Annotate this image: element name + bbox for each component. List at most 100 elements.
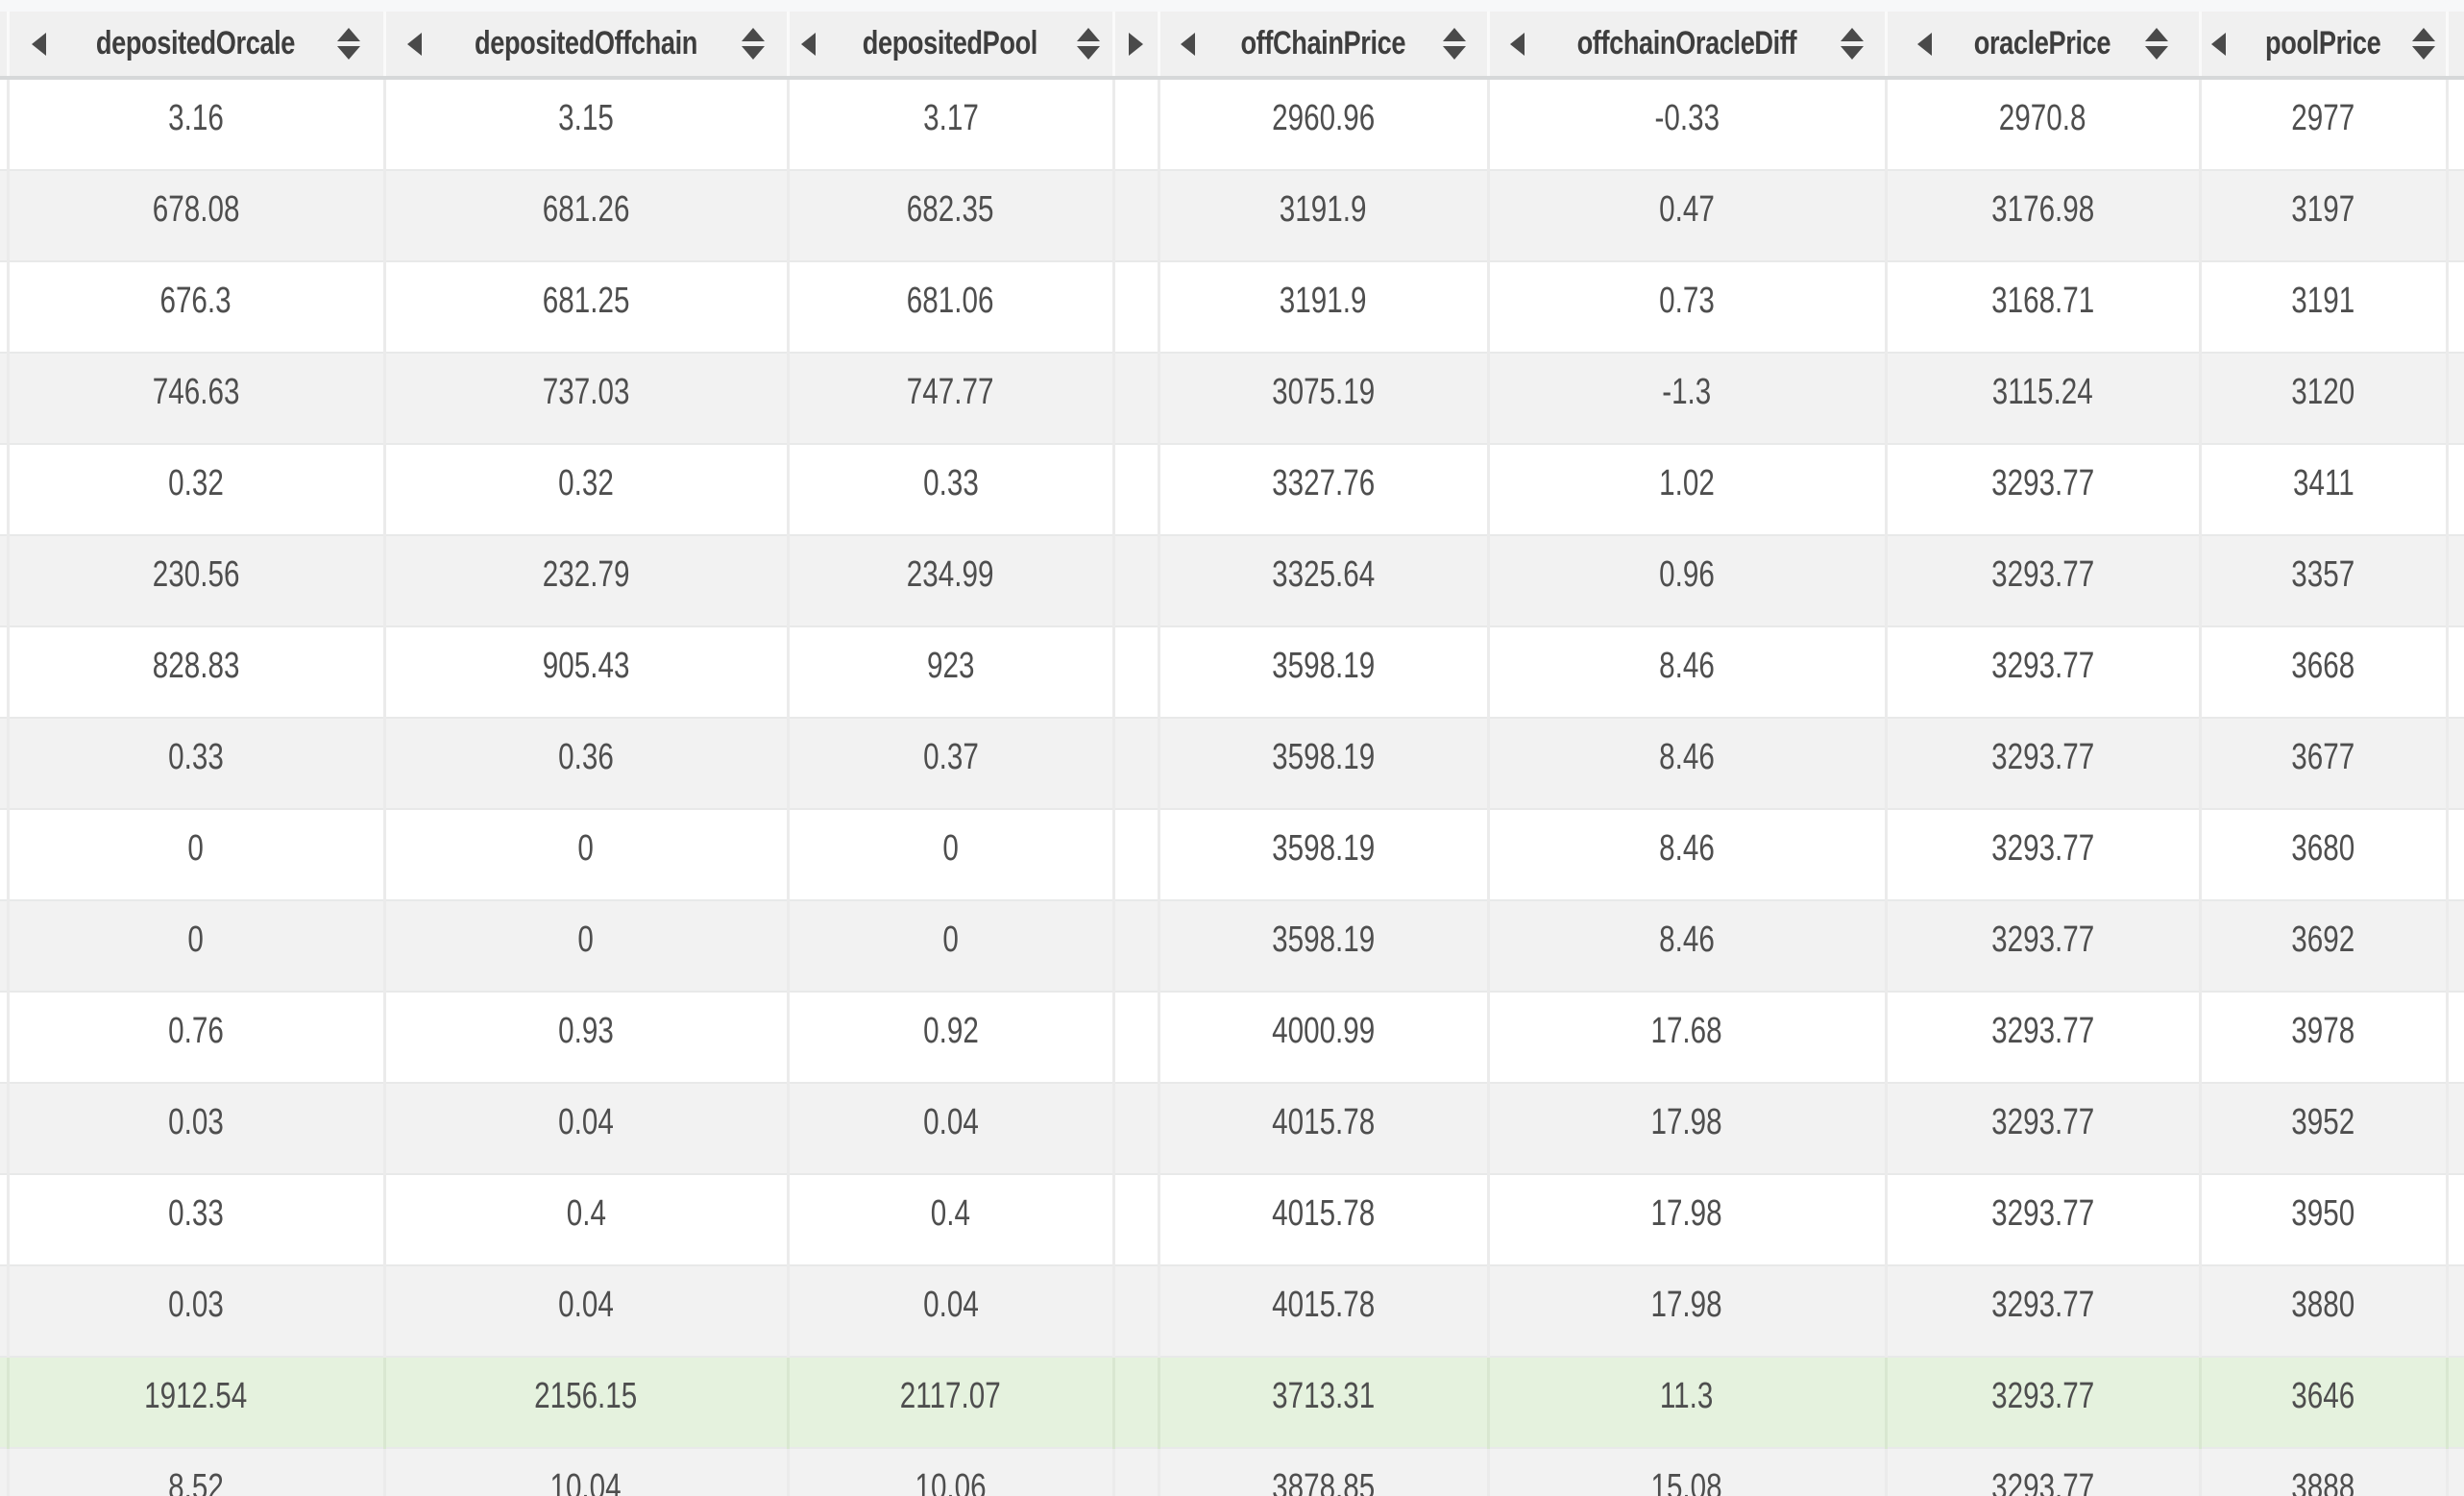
table-header: depositedOrcale depositedOffchain [0,12,2464,80]
column-stub-right-cell [2447,534,2464,626]
table-row: 828.83 905.43 923 3598.19 8.46 3293.77 3… [0,625,2464,718]
sort-icon[interactable] [336,28,360,60]
collapse-column-icon[interactable] [2210,32,2226,56]
collapse-column-icon[interactable] [1509,32,1525,56]
cell-depositedPool: 0.92 [788,991,1115,1083]
column-stub-left-cell [0,352,10,444]
cell-depositedOffchain: 0.32 [384,443,790,535]
cell-depositedOrcale: 1912.54 [8,1356,386,1448]
sort-icon[interactable] [742,28,766,60]
cell-depositedOrcale: 0.76 [8,991,386,1083]
cell-poolPrice: 3668 [2200,625,2449,718]
column-stub-left-cell [0,260,10,353]
collapse-column-icon[interactable] [801,32,817,56]
collapsed-column-cell [1113,78,1160,170]
column-stub-left-cell [0,1356,10,1448]
cell-depositedOrcale: 678.08 [8,169,386,261]
cell-depositedPool: 0.4 [788,1173,1115,1265]
column-label: depositedOffchain [474,25,697,61]
column-stub-left-cell [0,808,10,900]
column-label: offChainPrice [1240,25,1405,61]
collapsed-column-cell [1113,1356,1160,1448]
column-stub-left-cell [0,78,10,170]
cell-depositedPool: 0.33 [788,443,1115,535]
table-row: 3.16 3.15 3.17 2960.96 -0.33 2970.8 2977 [0,78,2464,170]
column-header-poolPrice[interactable]: poolPrice [2200,12,2449,80]
cell-depositedPool: 681.06 [788,260,1115,353]
collapsed-column-cell [1113,1173,1160,1265]
sort-icon[interactable] [2144,28,2168,60]
cell-depositedPool: 0 [788,808,1115,900]
cell-offChainPrice: 4015.78 [1159,1264,1490,1357]
collapsed-column-cell [1113,808,1160,900]
cell-poolPrice: 3411 [2200,443,2449,535]
column-header-depositedOrcale[interactable]: depositedOrcale [8,12,386,80]
cell-depositedOrcale: 0.33 [8,717,386,809]
cell-depositedPool: 0 [788,899,1115,992]
sort-icon[interactable] [1841,28,1865,60]
collapsed-column-cell [1113,534,1160,626]
expand-collapsed-column-icon[interactable] [1129,32,1143,56]
cell-oraclePrice: 3293.77 [1886,1082,2202,1174]
cell-offChainPrice: 3325.64 [1159,534,1490,626]
cell-depositedOrcale: 0 [8,808,386,900]
cell-poolPrice: 2977 [2200,78,2449,170]
cell-offchainOracleDiff: 8.46 [1488,899,1888,992]
column-stub-left-cell [0,717,10,809]
cell-offchainOracleDiff: -0.33 [1488,78,1888,170]
collapse-column-icon[interactable] [32,32,47,56]
cell-depositedOrcale: 676.3 [8,260,386,353]
cell-oraclePrice: 3293.77 [1886,1264,2202,1357]
table-row: 0.76 0.93 0.92 4000.99 17.68 3293.77 397… [0,991,2464,1083]
cell-offchainOracleDiff: 8.46 [1488,625,1888,718]
collapse-column-icon[interactable] [1180,32,1195,56]
column-header-depositedOffchain[interactable]: depositedOffchain [384,12,790,80]
column-stub-right-cell [2447,808,2464,900]
collapsed-column-header[interactable] [1113,12,1160,80]
cell-offchainOracleDiff: 8.46 [1488,808,1888,900]
cell-offChainPrice: 4000.99 [1159,991,1490,1083]
collapsed-column-cell [1113,899,1160,992]
table-row: 0 0 0 3598.19 8.46 3293.77 3680 [0,808,2464,900]
column-header-offChainPrice[interactable]: offChainPrice [1159,12,1490,80]
cell-poolPrice: 3950 [2200,1173,2449,1265]
sort-icon[interactable] [1076,28,1100,60]
cell-offchainOracleDiff: 0.96 [1488,534,1888,626]
cell-offChainPrice: 3713.31 [1159,1356,1490,1448]
cell-offChainPrice: 3598.19 [1159,625,1490,718]
cell-depositedOrcale: 3.16 [8,78,386,170]
cell-depositedPool: 0.37 [788,717,1115,809]
cell-offChainPrice: 3598.19 [1159,717,1490,809]
cell-offChainPrice: 3075.19 [1159,352,1490,444]
cell-offChainPrice: 3598.19 [1159,899,1490,992]
sort-icon[interactable] [1443,28,1467,60]
collapsed-column-cell [1113,169,1160,261]
cell-offChainPrice: 2960.96 [1159,78,1490,170]
cell-depositedOffchain: 0.36 [384,717,790,809]
collapsed-column-cell [1113,443,1160,535]
sort-icon[interactable] [2412,28,2436,60]
column-header-oraclePrice[interactable]: oraclePrice [1886,12,2202,80]
cell-oraclePrice: 3293.77 [1886,443,2202,535]
collapsed-column-cell [1113,1082,1160,1174]
column-stub-right-cell [2447,352,2464,444]
column-header-depositedPool[interactable]: depositedPool [788,12,1115,80]
cell-poolPrice: 3680 [2200,808,2449,900]
cell-offchainOracleDiff: 1.02 [1488,443,1888,535]
cell-depositedPool: 0.04 [788,1264,1115,1357]
collapse-column-icon[interactable] [1917,32,1933,56]
column-label: oraclePrice [1973,25,2111,61]
column-header-offchainOracleDiff[interactable]: offchainOracleDiff [1488,12,1888,80]
column-stub-right-cell [2447,991,2464,1083]
cell-depositedPool: 10.06 [788,1447,1115,1496]
table-row: 230.56 232.79 234.99 3325.64 0.96 3293.7… [0,534,2464,626]
cell-depositedOffchain: 681.25 [384,260,790,353]
column-stub-left-header [0,12,10,80]
column-stub-right-cell [2447,899,2464,992]
cell-offchainOracleDiff: 11.3 [1488,1356,1888,1448]
column-stub-left-cell [0,1082,10,1174]
cell-oraclePrice: 3168.71 [1886,260,2202,353]
collapse-column-icon[interactable] [406,32,422,56]
column-stub-left-cell [0,625,10,718]
column-stub-left-cell [0,1264,10,1357]
